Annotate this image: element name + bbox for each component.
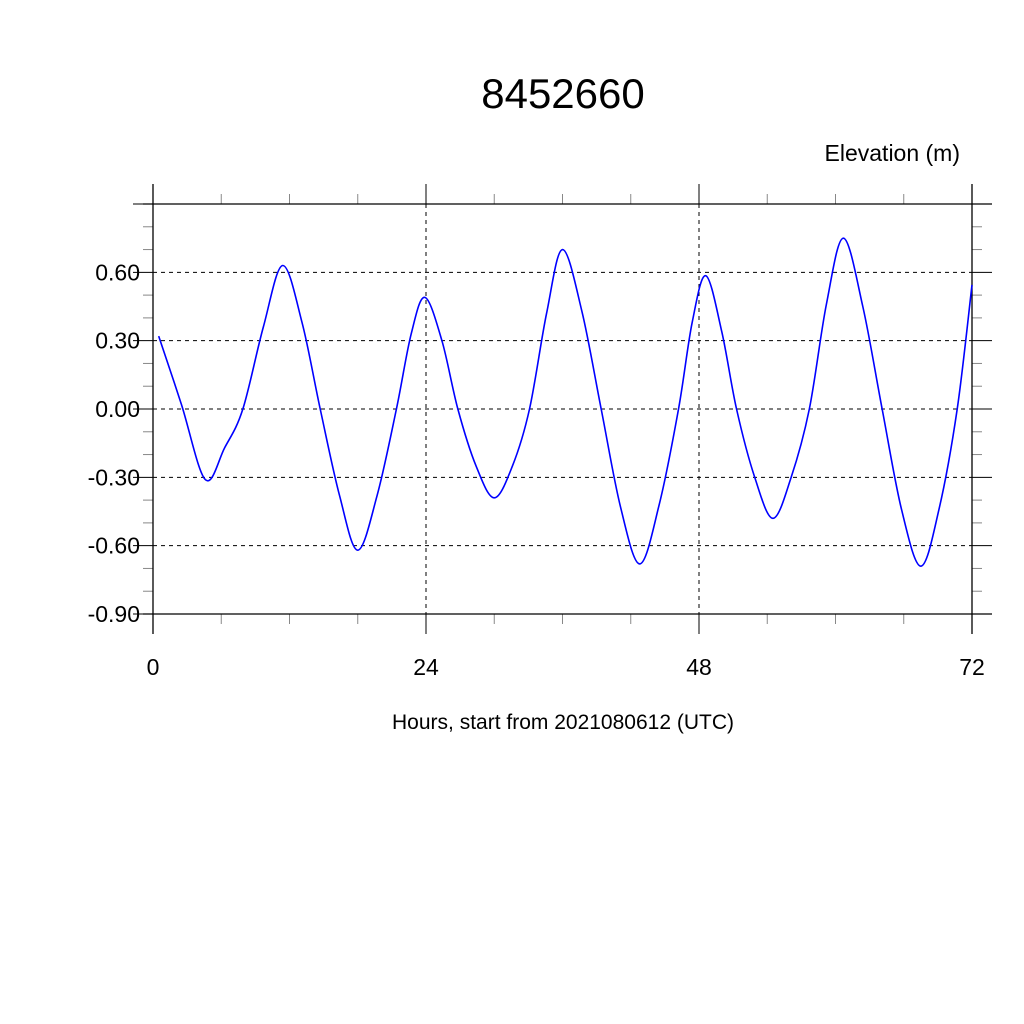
y-tick-label: 0.60 (95, 259, 140, 285)
y-tick-label: 0.30 (95, 328, 140, 354)
y-tick-label: 0.00 (95, 396, 140, 422)
chart-title: 8452660 (481, 70, 645, 117)
y-axis-label: Elevation (m) (825, 140, 960, 166)
x-tick-label: 24 (413, 654, 439, 680)
x-tick-label: 72 (959, 654, 985, 680)
y-tick-label: -0.30 (88, 464, 140, 490)
y-tick-label: -0.60 (88, 533, 140, 559)
grid-lines (153, 204, 972, 614)
series-group (157, 237, 973, 567)
tick-labels: 0 24 48 72 0.60 0.30 0.00 -0.30 -0.60 -0.90 (88, 259, 985, 680)
plot-frame (143, 184, 992, 634)
x-tick-label: 0 (147, 654, 160, 680)
y-tick-label: -0.90 (88, 601, 140, 627)
x-tick-label: 48 (686, 654, 712, 680)
elevation-series-line (157, 237, 973, 567)
x-axis-label: Hours, start from 2021080612 (UTC) (392, 711, 734, 734)
